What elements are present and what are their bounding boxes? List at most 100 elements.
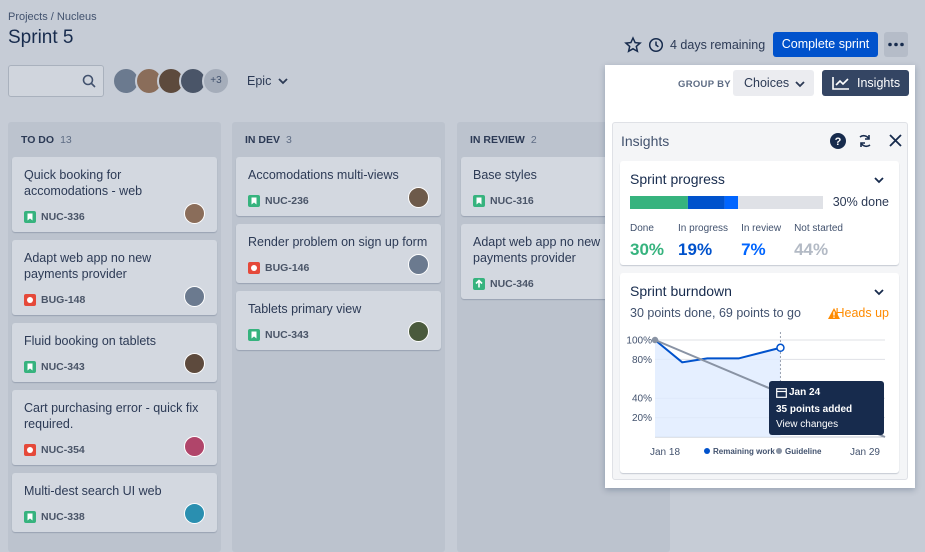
issue-key: NUC-343 xyxy=(265,329,309,341)
chevron xyxy=(795,81,805,88)
icon-glyph xyxy=(27,513,33,521)
search-icon xyxy=(82,74,96,88)
warning-icon xyxy=(828,308,840,319)
issue-key: NUC-336 xyxy=(41,211,85,223)
issue-icon xyxy=(473,278,485,290)
card[interactable]: Tablets primary view NUC-343 xyxy=(236,291,441,350)
progress-card: Sprint progress 30% done Done 30% In progr… xyxy=(620,161,899,265)
assignee-avatar xyxy=(408,254,429,275)
card[interactable]: Cart purchasing error - quick fix requir… xyxy=(12,390,217,465)
burndown-card: Sprint burndown 30 points done, 69 point… xyxy=(620,273,899,473)
card-title: Adapt web app no new payments provider xyxy=(473,235,601,265)
card-key-row: NUC-338 xyxy=(24,511,205,523)
icon-glyph xyxy=(475,279,483,288)
card[interactable]: Render problem on sign up form BUG-146 xyxy=(236,224,441,283)
card-title: Base styles xyxy=(473,168,537,182)
insights-button[interactable]: Insights xyxy=(822,70,909,96)
issue-icon xyxy=(24,211,36,223)
column-count: 3 xyxy=(286,134,292,146)
card-title: Multi-dest search UI web xyxy=(24,484,162,498)
issue-icon xyxy=(248,195,260,207)
issue-key: NUC-354 xyxy=(41,444,85,456)
avatars[interactable] xyxy=(112,66,232,96)
epic-filter[interactable]: Epic xyxy=(247,74,272,88)
svg-text:?: ? xyxy=(835,136,842,148)
issue-icon xyxy=(473,195,485,207)
chevron xyxy=(278,78,288,85)
column-header: TO DO 13 xyxy=(8,122,221,157)
card[interactable]: Fluid booking on tablets NUC-343 xyxy=(12,323,217,382)
card-key-row: BUG-146 xyxy=(248,262,429,274)
card-key-row: NUC-316 xyxy=(473,195,654,207)
burndown-title: Sprint burndown xyxy=(630,283,732,299)
assignee-avatar xyxy=(408,321,429,342)
card-title: Accomodations multi-views xyxy=(248,168,399,182)
complete-sprint-button[interactable]: Complete sprint xyxy=(773,32,878,57)
card-key-row: NUC-343 xyxy=(248,329,429,341)
tooltip-text: 35 points added xyxy=(776,404,853,415)
stat-value: 44% xyxy=(794,240,829,259)
card-key-row: NUC-346 xyxy=(473,278,654,290)
icon-glyph xyxy=(27,447,33,453)
card[interactable]: Adapt web app no new payments provider BU… xyxy=(12,240,217,315)
issue-icon xyxy=(24,361,36,373)
column: IN DEV 3 Accomodations multi-views NUC-236 R… xyxy=(232,122,445,552)
column: TO DO 13 Quick booking for accomodations -… xyxy=(8,122,221,552)
card[interactable]: Quick booking for accomodations - web NUC… xyxy=(12,157,217,232)
issue-key: NUC-316 xyxy=(490,195,534,207)
chevron[interactable] xyxy=(874,176,884,184)
search-box[interactable] xyxy=(8,65,104,97)
assignee-avatar xyxy=(184,286,205,307)
warning-label[interactable]: Heads up xyxy=(835,306,889,320)
progress-segment xyxy=(724,196,739,209)
column-name: TO DO xyxy=(21,134,55,146)
issue-key: NUC-236 xyxy=(265,195,309,207)
assignee-avatar xyxy=(184,503,205,524)
progress-title: Sprint progress xyxy=(630,171,725,187)
progress-segment xyxy=(630,196,688,209)
stat-label: In progress xyxy=(678,223,729,234)
icon-glyph xyxy=(251,197,257,205)
insights-actions[interactable]: ? xyxy=(829,132,905,150)
more-button[interactable] xyxy=(884,32,908,57)
progress-segment xyxy=(687,196,725,209)
issue-icon xyxy=(24,511,36,523)
star-clock-icons[interactable] xyxy=(624,36,670,54)
assignee-avatar xyxy=(408,187,429,208)
card-key-row: NUC-354 xyxy=(24,444,205,456)
stat: In review 7% xyxy=(741,223,781,260)
card-title: Cart purchasing error - quick fix requir… xyxy=(24,401,199,431)
issue-icon xyxy=(24,294,36,306)
progress-segment xyxy=(738,196,823,209)
column-name: IN DEV xyxy=(245,134,281,146)
choices-button[interactable]: Choices xyxy=(733,70,814,96)
card-key-row: NUC-343 xyxy=(24,361,205,373)
stat-value: 19% xyxy=(678,240,713,259)
stat-value: 7% xyxy=(741,240,766,259)
progress-bar xyxy=(630,196,823,209)
icon-glyph xyxy=(27,363,33,371)
assignee-avatar xyxy=(184,436,205,457)
breadcrumb[interactable]: Projects / Nucleus xyxy=(8,11,97,23)
icon-glyph xyxy=(27,297,33,303)
chevron[interactable] xyxy=(874,288,884,296)
chart-icon xyxy=(832,77,849,90)
done-label: 30% done xyxy=(832,195,889,209)
icon-glyph xyxy=(251,331,257,339)
tooltip-link[interactable]: View changes xyxy=(776,419,839,430)
card[interactable]: Multi-dest search UI web NUC-338 xyxy=(12,473,217,532)
insights-button-label: Insights xyxy=(857,76,901,90)
card-key-row: NUC-336 xyxy=(24,211,205,223)
choices-label: Choices xyxy=(744,76,790,90)
issue-key: BUG-146 xyxy=(265,262,310,274)
page: Projects / Nucleus Sprint 5 +3 Epic 4 da… xyxy=(8,11,915,532)
stat: In progress 19% xyxy=(678,223,728,260)
burndown-subtitle: 30 points done, 69 points to go xyxy=(630,306,801,320)
issue-key: NUC-343 xyxy=(41,361,85,373)
card[interactable]: Accomodations multi-views NUC-236 xyxy=(236,157,441,216)
avatars-more: +3 xyxy=(210,75,222,86)
column-header: IN REVIEW 2 xyxy=(457,122,670,157)
stat-value: 30% xyxy=(630,240,665,259)
card-title: Render problem on sign up form xyxy=(248,235,428,249)
stat-label: Done xyxy=(630,223,654,234)
